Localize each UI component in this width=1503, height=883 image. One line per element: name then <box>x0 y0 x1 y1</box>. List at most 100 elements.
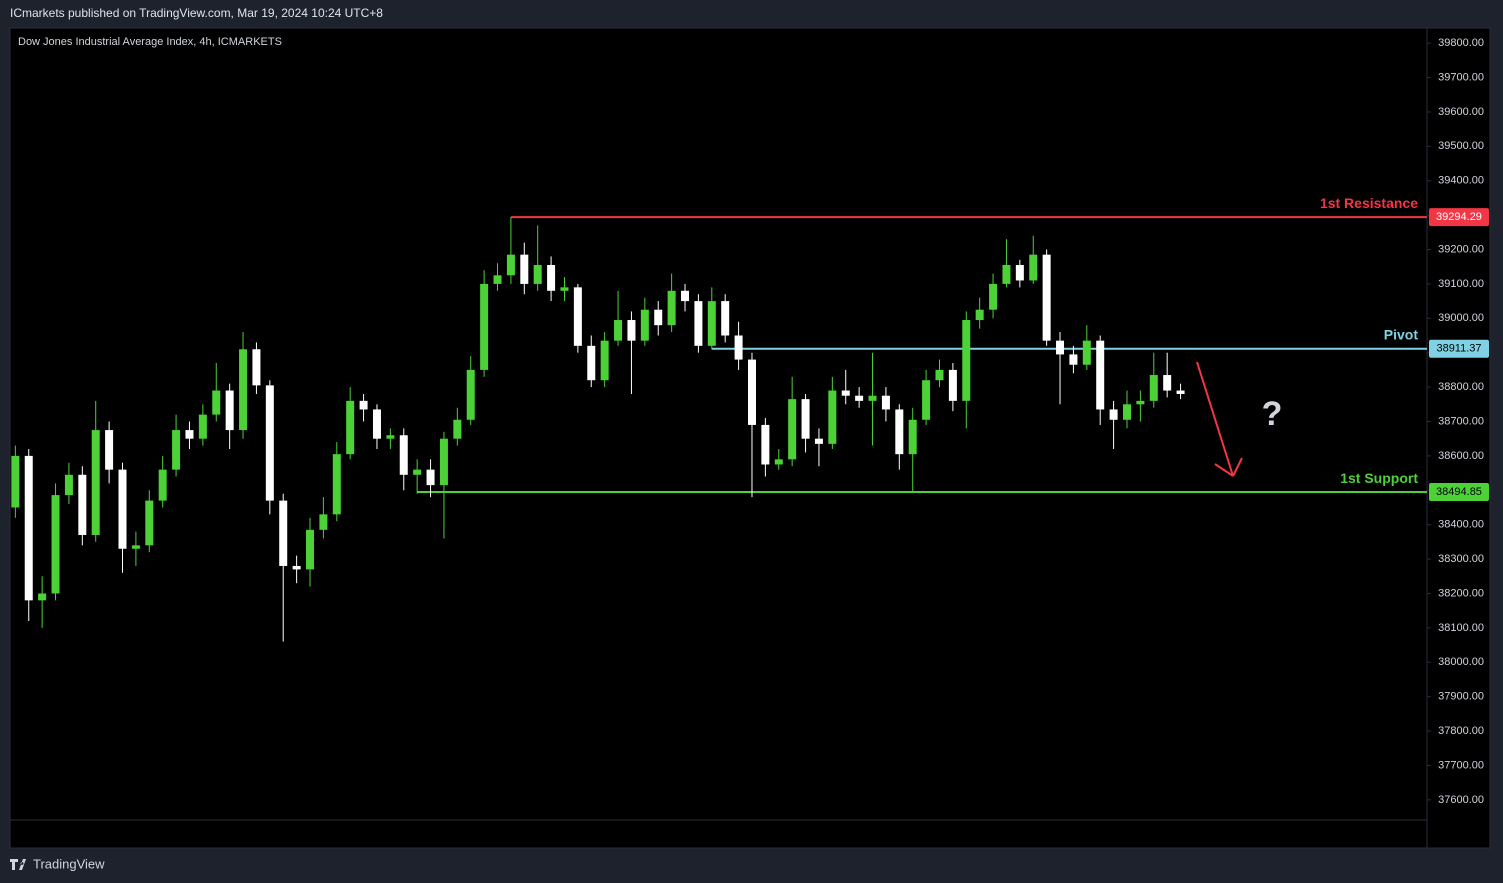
candle-body <box>788 399 797 460</box>
brand: TradingView <box>10 856 105 871</box>
candle-body <box>948 369 957 401</box>
y-tick-label: 39800.00 <box>1438 37 1484 49</box>
brand-logo <box>10 859 26 870</box>
annotation: ? <box>1262 395 1283 433</box>
candle-body <box>91 430 100 535</box>
publisher: ICmarkets published on TradingView.com, … <box>10 6 383 20</box>
candle-body <box>1136 400 1145 405</box>
level-price-box <box>1429 339 1489 358</box>
candle-body <box>359 400 368 410</box>
candle-body <box>560 287 569 291</box>
candle-body <box>51 495 60 594</box>
y-tick-label: 38200.00 <box>1438 587 1484 599</box>
candle-body <box>306 529 315 570</box>
candle-body <box>105 430 114 470</box>
candle-body <box>279 500 288 566</box>
candle-body <box>761 424 770 465</box>
candle-body <box>131 545 140 549</box>
candle-body <box>868 395 877 401</box>
candle-body <box>185 430 194 439</box>
candle-body <box>520 254 529 284</box>
candle-body <box>426 469 435 486</box>
y-tick-label: 38800.00 <box>1438 381 1484 393</box>
chart-title: Dow Jones Industrial Average Index, 4h, … <box>18 36 282 48</box>
candle-body <box>747 359 756 425</box>
level-price-box <box>1429 483 1489 502</box>
candle-body <box>694 301 703 346</box>
candle-body <box>439 438 448 486</box>
candle-body <box>1096 340 1105 410</box>
candle-body <box>989 283 998 310</box>
candle-body <box>600 340 609 381</box>
candle-body <box>1176 390 1185 394</box>
level-label: Pivot <box>1384 326 1419 342</box>
candle-body <box>480 283 489 370</box>
candle-body <box>292 565 301 570</box>
candle-body <box>667 290 676 326</box>
candle-body <box>774 459 783 465</box>
candle-body <box>38 593 47 601</box>
candle-body <box>962 320 971 401</box>
candle-body <box>319 514 328 530</box>
candle-body <box>172 430 181 470</box>
candle-body <box>118 469 127 549</box>
chart-panel <box>9 27 1491 849</box>
y-tick-label: 39600.00 <box>1438 106 1484 118</box>
candle-body <box>453 419 462 439</box>
y-tick-label: 39000.00 <box>1438 312 1484 324</box>
candle-body <box>413 469 422 475</box>
candle-body <box>1069 354 1078 365</box>
candle-body <box>252 349 261 386</box>
y-tick-label: 38600.00 <box>1438 450 1484 462</box>
y-tick-label: 37600.00 <box>1438 794 1484 806</box>
candle-body <box>225 390 234 431</box>
candle-body <box>801 399 810 439</box>
candle-body <box>573 287 582 346</box>
candle-body <box>78 474 87 535</box>
candle-body <box>614 320 623 341</box>
candle-body <box>908 419 917 455</box>
candle-body <box>145 500 154 546</box>
candle-body <box>654 309 663 326</box>
candle-body <box>975 309 984 321</box>
y-tick-label: 37900.00 <box>1438 691 1484 703</box>
candle-body <box>493 275 502 284</box>
candle-body <box>399 435 408 475</box>
candle-body <box>332 454 341 515</box>
candle-body <box>386 435 395 439</box>
level-label: 1st Resistance <box>1320 195 1418 211</box>
candle-body <box>1082 340 1091 365</box>
y-tick-label: 39400.00 <box>1438 175 1484 187</box>
level-price: 38911.37 <box>1436 343 1481 355</box>
candle-body <box>372 409 381 439</box>
level-price: 39294.29 <box>1436 211 1482 223</box>
y-tick-label: 38400.00 <box>1438 519 1484 531</box>
candle-body <box>814 438 823 444</box>
y-tick-label: 37800.00 <box>1438 725 1484 737</box>
candle-body <box>935 369 944 381</box>
y-tick-label: 38100.00 <box>1438 622 1484 634</box>
candle-body <box>158 469 167 501</box>
candle-body <box>1015 264 1024 281</box>
candle-body <box>533 264 542 284</box>
candle-body <box>734 335 743 360</box>
candle-body <box>265 385 274 501</box>
candle-body <box>627 320 636 341</box>
candle-body <box>1122 404 1131 420</box>
candle-body <box>1109 409 1118 420</box>
candle-body <box>64 474 73 496</box>
candle-body <box>587 345 596 381</box>
level-price-box <box>1429 208 1489 227</box>
candle-body <box>1163 375 1172 391</box>
candle-body <box>466 369 475 420</box>
candle-body <box>346 400 355 455</box>
y-tick-label: 37700.00 <box>1438 759 1484 771</box>
arrow <box>1196 361 1243 477</box>
candle-body <box>198 414 207 439</box>
candle-body <box>855 395 864 401</box>
candle-body <box>707 301 716 346</box>
y-tick-label: 39200.00 <box>1438 243 1484 255</box>
plot: Feb61214:001918:0026Mar61114:001814:0025… <box>11 216 1427 642</box>
candle-body <box>212 390 221 415</box>
